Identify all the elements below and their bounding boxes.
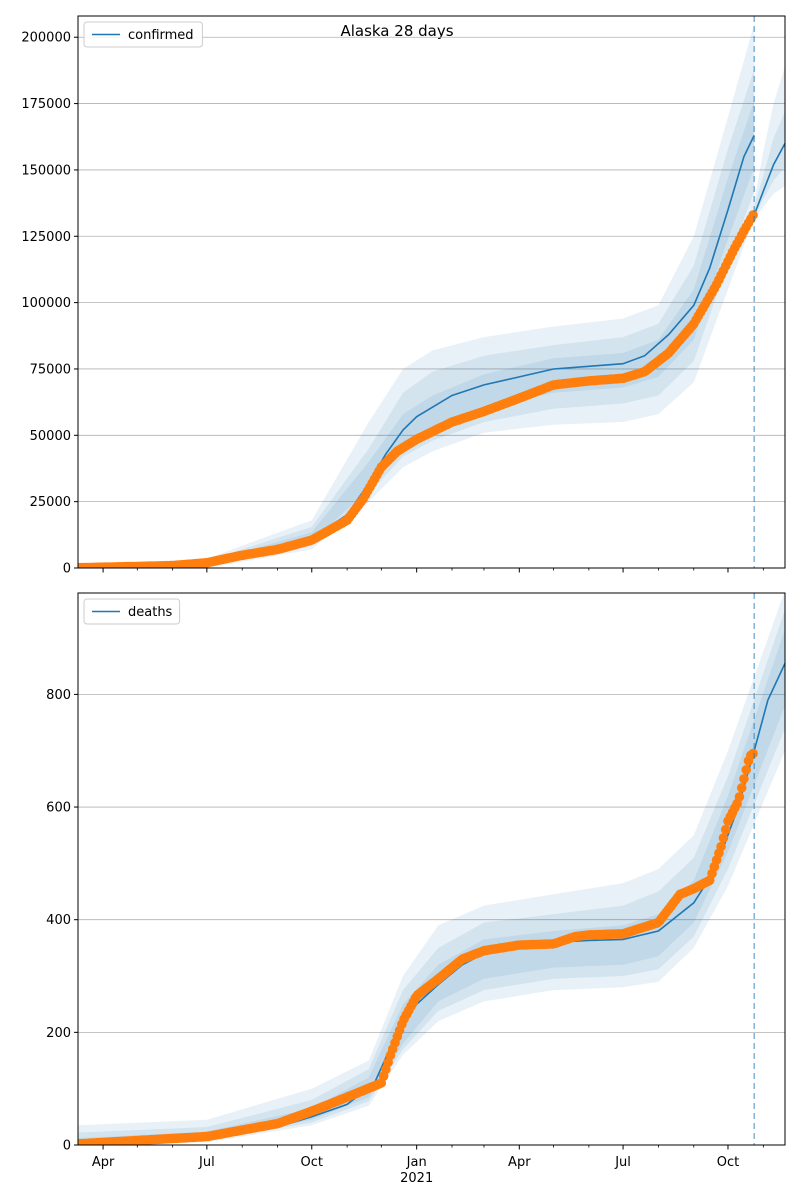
y-tick-label: 0 — [63, 562, 71, 577]
y-tick-label: 400 — [46, 913, 71, 928]
chart-deaths: 0 200 400 600 800 Apr Jul Oct Jan Apr Jul Oct 2021 de… — [46, 592, 786, 1186]
uncertainty-band-4 — [754, 111, 785, 218]
y-tick-label: 150000 — [21, 163, 71, 178]
observed-point — [739, 774, 749, 784]
x-tick-label: Apr — [92, 1155, 115, 1170]
x-tick-label: Oct — [301, 1155, 323, 1170]
observed-point — [748, 210, 758, 220]
y-tick-label: 200000 — [21, 31, 71, 46]
axes-frame — [77, 592, 786, 1146]
y-tick-label: 600 — [46, 801, 71, 816]
uncertainty-band-1 — [78, 609, 785, 1145]
x-year-label: 2021 — [400, 1171, 433, 1186]
legend: confirmed — [83, 21, 203, 48]
legend: deaths — [83, 598, 181, 625]
observed-point — [734, 792, 745, 802]
uncertainty-band-0 — [78, 593, 785, 1145]
y-tick-label: 175000 — [21, 97, 71, 112]
y-tick-label: 125000 — [21, 230, 71, 245]
y-tick-label: 75000 — [30, 362, 71, 377]
uncertainty-band-3 — [754, 66, 785, 221]
observed-point — [741, 765, 751, 775]
observed-point — [748, 748, 758, 759]
y-tick-label: 25000 — [30, 495, 71, 510]
plot-area — [78, 593, 785, 1145]
x-tick-label: Jul — [198, 1155, 215, 1170]
legend-label: deaths — [128, 605, 173, 620]
plot-area — [78, 24, 785, 568]
y-tick-label: 800 — [46, 688, 71, 703]
y-tick-label: 200 — [46, 1026, 71, 1041]
axes-frame — [77, 15, 786, 569]
legend-box — [83, 21, 203, 48]
legend-label: confirmed — [128, 28, 194, 43]
y-tick-label: 0 — [63, 1139, 71, 1154]
observed-points — [78, 210, 758, 568]
y-tick-label: 50000 — [30, 429, 71, 444]
observed-point — [718, 833, 729, 843]
x-tick-label: Oct — [717, 1155, 739, 1170]
x-tick-label: Jul — [614, 1155, 631, 1170]
x-tick-label: Jan — [406, 1155, 427, 1170]
observed-point — [736, 783, 747, 793]
y-tick-label: 100000 — [21, 296, 71, 311]
figure-title: Alaska 28 days — [340, 22, 453, 40]
x-tick-label: Apr — [508, 1155, 531, 1170]
uncertainty-band-0 — [78, 24, 755, 568]
chart-confirmed: 0 25000 50000 75000 100000 125000 150000 175000… — [21, 15, 786, 577]
observed-points — [78, 748, 758, 1145]
series-line-model-continuation — [753, 143, 785, 216]
legend-box — [83, 598, 181, 625]
observed-point — [720, 824, 731, 835]
observed-point — [716, 841, 726, 852]
